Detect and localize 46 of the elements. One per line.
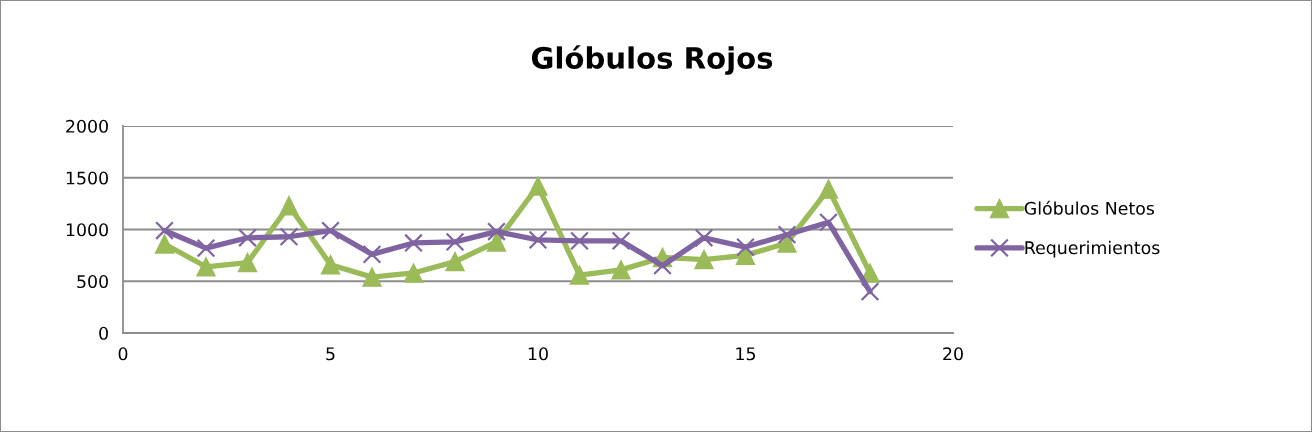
chart-title: Glóbulos Rojos: [531, 45, 773, 75]
point: [279, 195, 299, 216]
x-tick-label: 5: [326, 347, 335, 361]
x-tick-label: 0: [118, 347, 128, 361]
y-tick-label: 1500: [66, 171, 108, 185]
x-tick-label: 10: [528, 347, 548, 361]
legend-label: Requerimientos: [1025, 240, 1160, 258]
legend-label: Glóbulos Netos: [1024, 200, 1155, 215]
point: [237, 252, 258, 273]
x-tick-label: 20: [943, 347, 963, 361]
point: [279, 227, 299, 247]
point: [528, 230, 548, 250]
point: [154, 234, 175, 254]
point: [487, 222, 506, 242]
point: [196, 238, 216, 258]
point: [570, 231, 589, 251]
y-tick-label: 500: [77, 274, 108, 289]
point: [362, 267, 382, 287]
point: [569, 265, 590, 285]
point: [321, 221, 340, 240]
point: [694, 249, 714, 270]
point: [528, 176, 548, 196]
point: [860, 282, 880, 302]
point: [403, 263, 424, 283]
point: [238, 228, 257, 248]
point: [819, 212, 838, 232]
point: [611, 231, 631, 251]
point: [611, 260, 631, 280]
point: [320, 254, 341, 275]
point: [818, 179, 839, 199]
point: [445, 251, 465, 272]
point: [694, 228, 714, 248]
point: [404, 233, 423, 253]
point: [777, 225, 797, 245]
y-tick-label: 2000: [66, 119, 108, 133]
y-tick-label: 1000: [66, 223, 108, 237]
point: [196, 257, 216, 277]
x-tick-label: 15: [736, 347, 756, 361]
point: [445, 232, 465, 252]
y-tick-label: 0: [99, 326, 108, 340]
point: [736, 237, 755, 257]
point: [486, 232, 507, 252]
point: [860, 263, 880, 283]
point: [155, 221, 174, 240]
point: [362, 244, 382, 264]
point: [653, 256, 672, 276]
